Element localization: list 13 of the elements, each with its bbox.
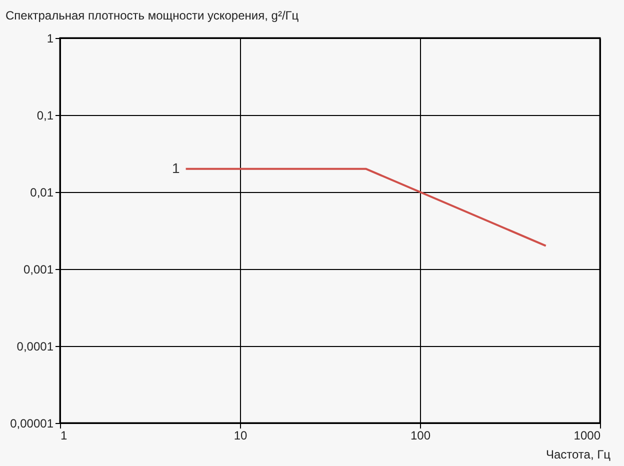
y-tick-label: 0,1 — [36, 108, 54, 122]
y-tick-label: 0,00001 — [10, 416, 54, 430]
x-tick-label: 100 — [410, 428, 431, 442]
y-tick-label: 0,01 — [30, 186, 54, 200]
y-tick-label: 0,001 — [23, 262, 54, 276]
x-axis-title: Частота, Гц — [546, 448, 611, 462]
y-tick-label: 1 — [46, 32, 54, 46]
x-tick-label: 10 — [234, 428, 248, 442]
series-label: 1 — [172, 160, 180, 176]
y-axis-title: Спектральная плотность мощности ускорения, g²/Гц — [6, 8, 299, 22]
x-tick-label: 1 — [60, 428, 68, 442]
x-tick-label: 1000 — [574, 428, 601, 442]
y-tick-label: 0,0001 — [16, 340, 54, 354]
